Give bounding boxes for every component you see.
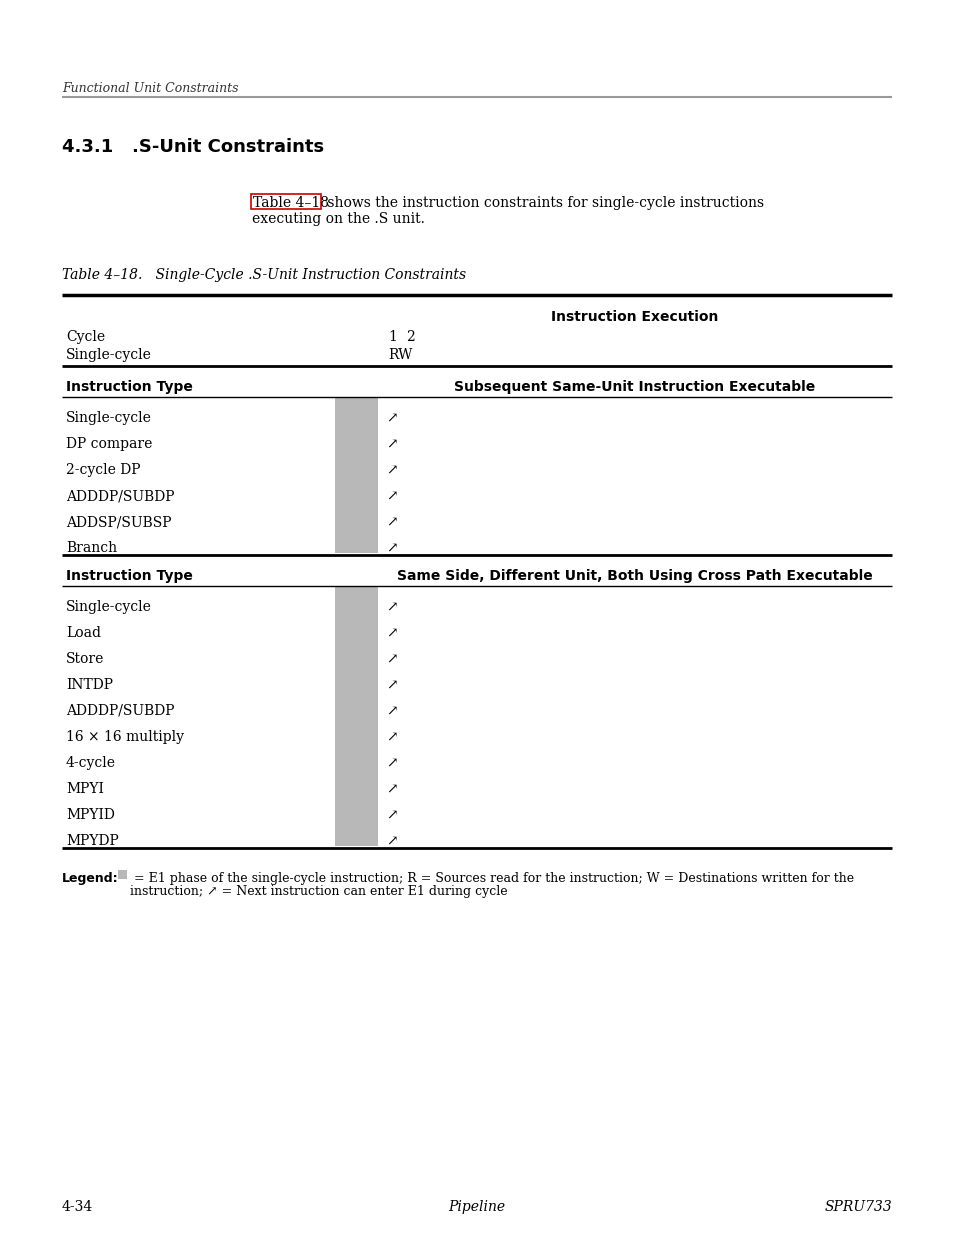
- Text: SPRU733: SPRU733: [823, 1200, 891, 1214]
- Text: Subsequent Same-Unit Instruction Executable: Subsequent Same-Unit Instruction Executa…: [454, 380, 815, 394]
- Bar: [118, 869, 127, 879]
- Text: ↗: ↗: [386, 756, 397, 769]
- Text: 16 × 16 multiply: 16 × 16 multiply: [66, 730, 184, 743]
- Text: 4.3.1   .S-Unit Constraints: 4.3.1 .S-Unit Constraints: [62, 138, 324, 156]
- Text: Cycle: Cycle: [66, 330, 105, 345]
- Text: Functional Unit Constraints: Functional Unit Constraints: [62, 82, 238, 95]
- Text: ↗: ↗: [386, 678, 397, 692]
- Text: 2: 2: [406, 330, 415, 345]
- Text: Single-cycle: Single-cycle: [66, 411, 152, 425]
- Text: ↗: ↗: [386, 730, 397, 743]
- Bar: [335, 585, 377, 846]
- Text: shows the instruction constraints for single-cycle instructions: shows the instruction constraints for si…: [323, 196, 763, 210]
- Text: ↗: ↗: [386, 834, 397, 848]
- Text: ↗: ↗: [386, 652, 397, 666]
- Text: MPYI: MPYI: [66, 782, 104, 797]
- Text: MPYDP: MPYDP: [66, 834, 118, 848]
- Text: ↗: ↗: [386, 808, 397, 823]
- Text: DP compare: DP compare: [66, 437, 152, 451]
- Text: ↗: ↗: [386, 704, 397, 718]
- Text: = E1 phase of the single-cycle instruction; R = Sources read for the instruction: = E1 phase of the single-cycle instructi…: [130, 872, 853, 885]
- Text: Pipeline: Pipeline: [448, 1200, 505, 1214]
- Text: 4-34: 4-34: [62, 1200, 93, 1214]
- Text: ↗: ↗: [386, 626, 397, 640]
- Text: Instruction Type: Instruction Type: [66, 380, 193, 394]
- Text: 1: 1: [388, 330, 396, 345]
- Text: Branch: Branch: [66, 541, 117, 555]
- Text: ADDDP/SUBDP: ADDDP/SUBDP: [66, 489, 174, 503]
- Text: ↗: ↗: [386, 515, 397, 529]
- Text: ↗: ↗: [386, 463, 397, 477]
- Text: 4-cycle: 4-cycle: [66, 756, 116, 769]
- Text: RW: RW: [388, 348, 412, 362]
- Text: ↗: ↗: [386, 541, 397, 555]
- Text: ↗: ↗: [386, 437, 397, 451]
- Text: Table 4–18: Table 4–18: [253, 196, 329, 210]
- Text: executing on the .S unit.: executing on the .S unit.: [252, 212, 424, 226]
- Text: MPYID: MPYID: [66, 808, 114, 823]
- Text: ADDDP/SUBDP: ADDDP/SUBDP: [66, 704, 174, 718]
- Text: ADDSP/SUBSP: ADDSP/SUBSP: [66, 515, 172, 529]
- Text: Legend:: Legend:: [62, 872, 118, 885]
- Text: Single-cycle: Single-cycle: [66, 348, 152, 362]
- Text: Single-cycle: Single-cycle: [66, 600, 152, 614]
- Text: Same Side, Different Unit, Both Using Cross Path Executable: Same Side, Different Unit, Both Using Cr…: [396, 569, 872, 583]
- Text: Instruction Type: Instruction Type: [66, 569, 193, 583]
- Text: ↗: ↗: [386, 411, 397, 425]
- Text: INTDP: INTDP: [66, 678, 112, 692]
- Text: 2-cycle DP: 2-cycle DP: [66, 463, 140, 477]
- Text: Instruction Execution: Instruction Execution: [551, 310, 718, 324]
- Bar: [335, 396, 377, 553]
- Text: ↗: ↗: [386, 489, 397, 503]
- Text: ↗: ↗: [386, 600, 397, 614]
- Text: ↗: ↗: [386, 782, 397, 797]
- Text: Store: Store: [66, 652, 104, 666]
- Text: Load: Load: [66, 626, 101, 640]
- Text: Table 4–18.   Single-Cycle .S-Unit Instruction Constraints: Table 4–18. Single-Cycle .S-Unit Instruc…: [62, 268, 466, 282]
- Text: instruction; ↗ = Next instruction can enter E1 during cycle: instruction; ↗ = Next instruction can en…: [130, 885, 507, 898]
